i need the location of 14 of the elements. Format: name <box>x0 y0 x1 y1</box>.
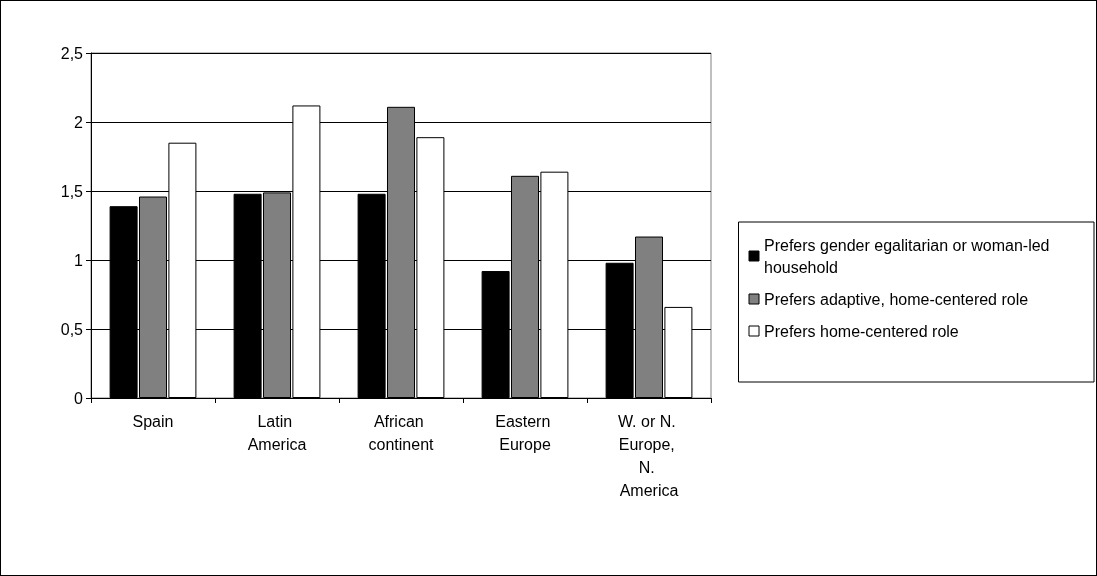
x-tick-label: Spain <box>132 413 174 430</box>
y-tick-label: 1 <box>74 251 84 269</box>
x-tick-label: W. or N. Europe, N. America <box>617 413 681 499</box>
legend-label: Prefers adaptive, home-centered role <box>764 290 1029 308</box>
y-tick-label: 1,5 <box>60 182 84 200</box>
y-tick-label: 2,5 <box>60 44 84 62</box>
x-tick-label: Latin America <box>247 413 307 453</box>
x-tick-label: African continent <box>368 413 435 453</box>
y-tick-label: 0,5 <box>60 320 84 338</box>
legend-label: Prefers home-centered role <box>764 322 959 340</box>
legend-label: Prefers gender egalitarian or woman-led household <box>764 236 1054 276</box>
x-tick-label: Eastern Europe <box>495 413 555 453</box>
y-tick-label: 0 <box>74 389 84 407</box>
y-tick-label: 2 <box>74 113 84 131</box>
